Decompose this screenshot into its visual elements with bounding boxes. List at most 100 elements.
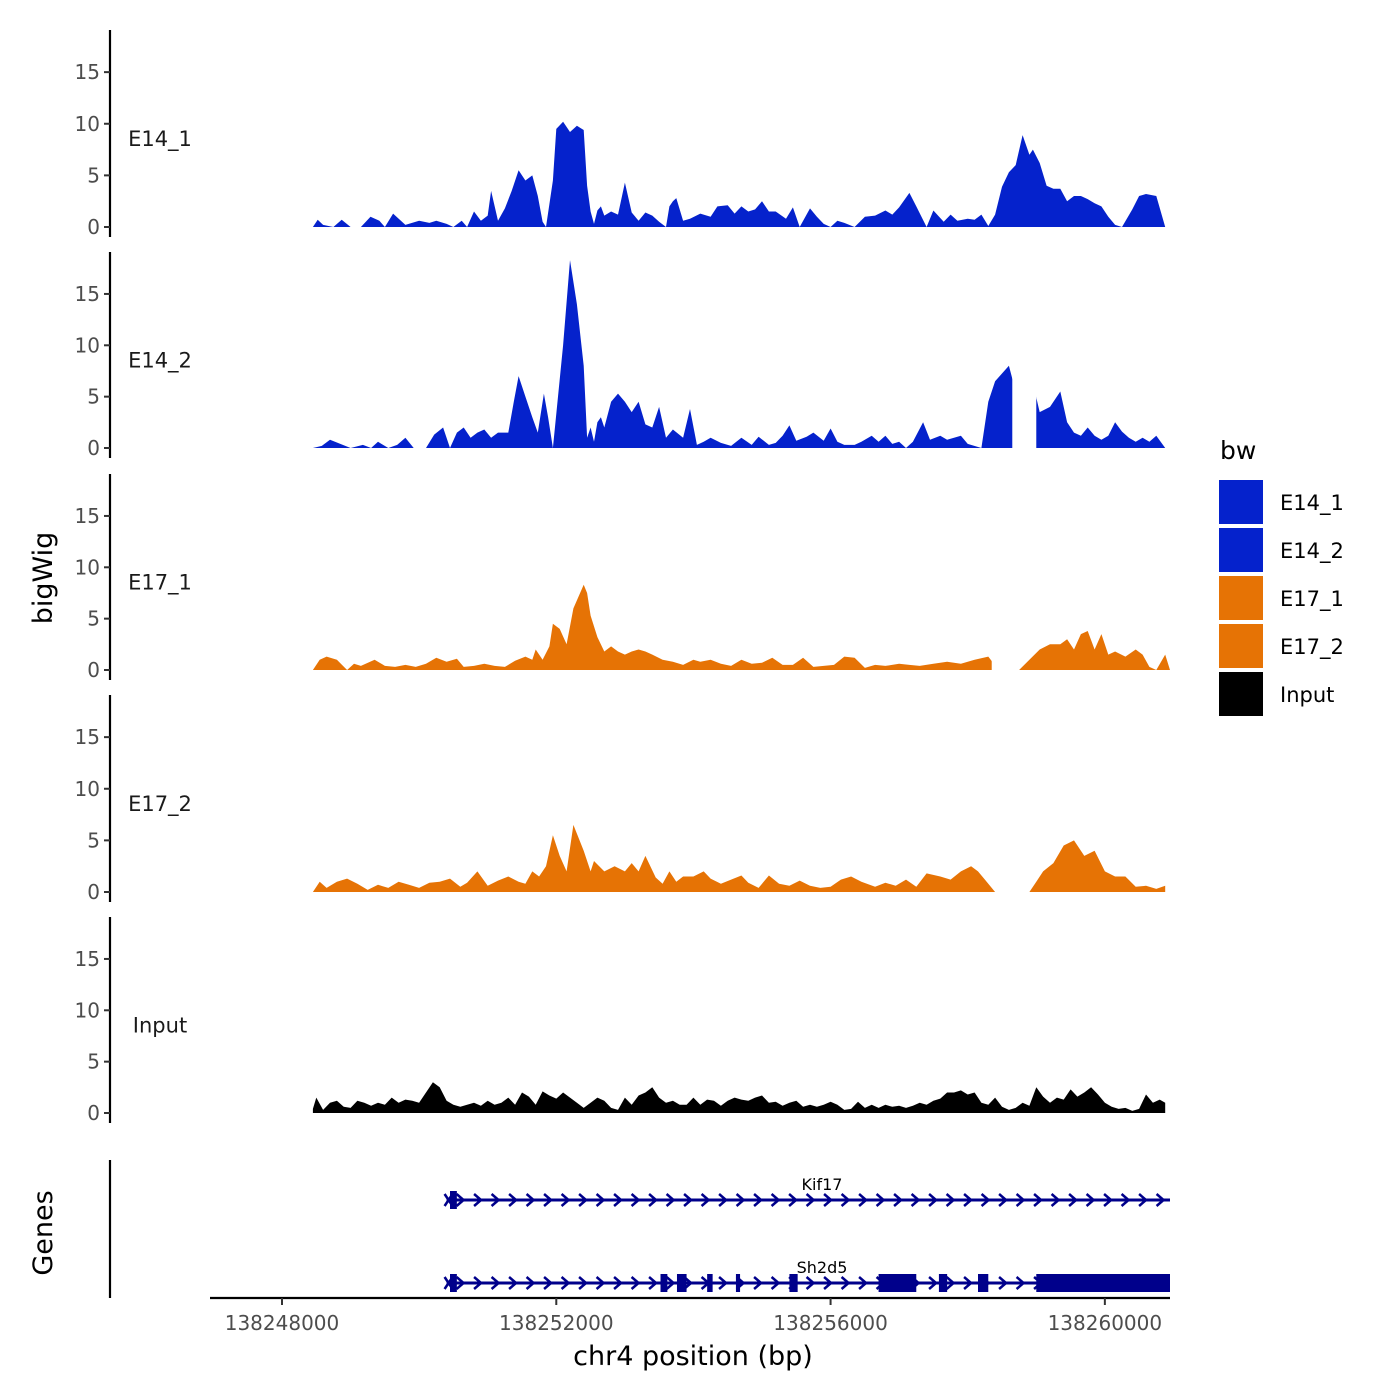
exon-block [1036, 1274, 1170, 1292]
exon-block [450, 1274, 457, 1292]
strand-arrow-icon [508, 1276, 518, 1290]
strand-arrow-icon [525, 1193, 536, 1207]
strand-arrow-icon [1103, 1193, 1113, 1207]
legend-label: E14_1 [1280, 491, 1344, 516]
strand-arrow-icon [613, 1193, 623, 1207]
exon-block [660, 1274, 668, 1292]
y-tick-label: 5 [87, 385, 100, 409]
y-tick-label: 5 [87, 607, 100, 631]
y-tick-label: 15 [75, 725, 100, 749]
y-tick-label: 10 [75, 555, 100, 579]
x-tick-label: 138260000 [1048, 1311, 1163, 1335]
strand-arrow-icon [770, 1276, 781, 1290]
strand-arrow-icon [648, 1193, 658, 1207]
track-label: E17_1 [128, 571, 192, 596]
y-tick-label: 0 [87, 658, 100, 682]
track-panel-e17_1: 0 5 10 15 E17_1 [75, 474, 1170, 682]
strand-arrow-icon [805, 1276, 816, 1290]
strand-arrow-icon [630, 1193, 641, 1207]
strand-arrow-icon [823, 1193, 833, 1207]
legend: bw E14_1 E14_2 E17_1 E17_2 Input [1219, 436, 1344, 716]
strand-arrow-icon [998, 1193, 1008, 1207]
strand-arrow-icon [945, 1193, 956, 1207]
strand-arrow-icon [490, 1193, 501, 1207]
strand-arrow-icon [595, 1193, 606, 1207]
x-axis: 138248000 138252000 138256000 138260000 [210, 1296, 1170, 1335]
tracks-layer: 0 5 10 15 E14_1 0 5 10 15 E14_2 0 5 10 15 E17_1 0 5 10 15 E… [75, 30, 1170, 1125]
strand-arrow-icon [1138, 1193, 1148, 1207]
y-tick-label: 15 [75, 947, 100, 971]
signal-area [312, 121, 1170, 227]
exon-block [978, 1274, 989, 1292]
strand-arrow-icon [753, 1276, 763, 1290]
strand-arrow-icon [858, 1276, 868, 1290]
y-tick-label: 5 [87, 828, 100, 852]
strand-arrow-icon [1120, 1193, 1131, 1207]
y-tick-label: 10 [75, 998, 100, 1022]
strand-arrow-icon [560, 1276, 571, 1290]
track-label: E17_2 [128, 792, 192, 817]
strand-arrow-icon [963, 1193, 973, 1207]
strand-arrow-icon [543, 1193, 553, 1207]
y-tick-label: 10 [75, 777, 100, 801]
exon-block [789, 1274, 798, 1292]
signal-area [312, 260, 1166, 448]
track-panel-e14_1: 0 5 10 15 E14_1 [75, 30, 1170, 239]
legend-swatch [1219, 480, 1263, 524]
strand-arrow-icon [455, 1276, 466, 1290]
strand-arrow-icon [683, 1193, 693, 1207]
strand-arrow-icon [805, 1193, 816, 1207]
legend-label: Input [1280, 683, 1334, 707]
strand-arrow-icon [735, 1193, 746, 1207]
exon-block [938, 1274, 948, 1292]
legend-label: E17_2 [1280, 635, 1344, 660]
track-panel-e14_2: 0 5 10 15 E14_2 [75, 252, 1166, 460]
coverage-gap [991, 474, 1002, 672]
x-tick-label: 138248000 [225, 1311, 340, 1335]
strand-arrow-icon [473, 1276, 483, 1290]
y-tick-label: 0 [87, 1101, 100, 1125]
strand-arrow-icon [893, 1193, 903, 1207]
track-label: E14_2 [128, 349, 192, 374]
y-tick-label: 15 [75, 504, 100, 528]
strand-arrow-icon [1050, 1193, 1061, 1207]
strand-arrow-icon [840, 1276, 851, 1290]
y-axis-title: bigWig [28, 532, 59, 625]
exon-block [735, 1274, 741, 1292]
strand-arrow-icon [665, 1193, 676, 1207]
signal-area [312, 824, 1166, 892]
strand-arrow-icon [788, 1193, 798, 1207]
x-axis-title: chr4 position (bp) [573, 1341, 813, 1372]
strand-arrow-icon [998, 1276, 1008, 1290]
track-panel-input: 0 5 10 15 Input [75, 917, 1166, 1125]
strand-arrow-icon [770, 1193, 781, 1207]
strand-arrow-icon [525, 1276, 536, 1290]
strand-arrow-icon [595, 1276, 606, 1290]
y-tick-label: 0 [87, 215, 100, 239]
strand-arrow-icon [840, 1193, 851, 1207]
strand-arrow-icon [665, 1276, 676, 1290]
strand-arrow-icon [823, 1276, 833, 1290]
strand-arrow-icon [718, 1193, 728, 1207]
strand-arrow-icon [1015, 1193, 1026, 1207]
signal-area [312, 1082, 1166, 1113]
track-label: Input [133, 1014, 187, 1038]
strand-arrow-icon [508, 1193, 518, 1207]
strand-arrow-icon [543, 1276, 553, 1290]
strand-arrow-icon [928, 1276, 938, 1290]
legend-swatch [1219, 672, 1263, 716]
track-panel-e17_2: 0 5 10 15 E17_2 [75, 695, 1166, 904]
legend-label: E17_1 [1280, 587, 1344, 612]
exon-block [450, 1191, 457, 1209]
genes-panel: Kif17 Sh2d5 [108, 1160, 1170, 1298]
strand-arrow-icon [1155, 1193, 1166, 1207]
strand-arrow-icon [455, 1193, 466, 1207]
exon-block [707, 1274, 713, 1292]
strand-arrow-icon [963, 1276, 973, 1290]
strand-arrow-icon [700, 1193, 711, 1207]
y-tick-label: 5 [87, 163, 100, 187]
strand-arrow-icon [578, 1193, 588, 1207]
coverage-gap [1012, 252, 1037, 450]
strand-arrow-icon [490, 1276, 501, 1290]
